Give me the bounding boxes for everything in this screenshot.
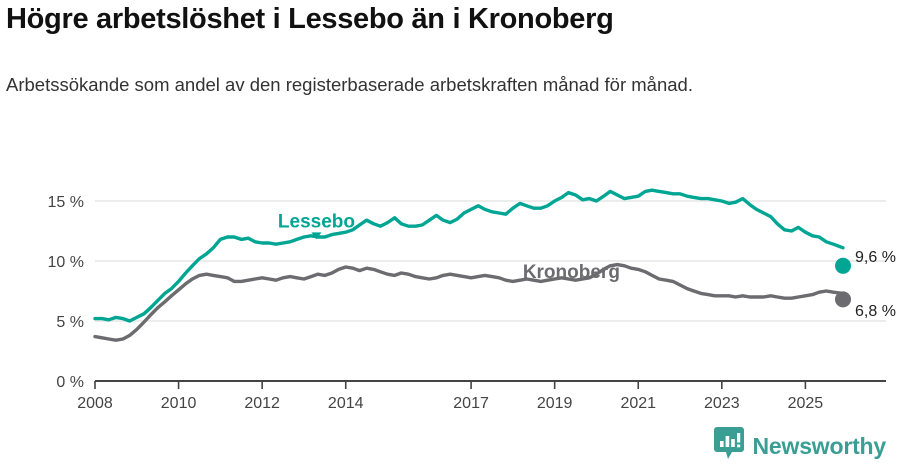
- x-axis-tick-label: 2008: [77, 395, 113, 412]
- kronoberg-label: Kronoberg: [523, 262, 620, 283]
- page-title: Högre arbetslöshet i Lessebo än i Kronob…: [6, 3, 614, 35]
- series-line-lessebo: [93, 188, 845, 323]
- lessebo-label: Lessebo: [278, 211, 355, 232]
- x-axis: [94, 381, 807, 389]
- series-lines: [93, 188, 845, 342]
- y-axis-tick-label: 5 %: [56, 314, 84, 331]
- x-axis-tick-label: 2017: [453, 395, 489, 412]
- x-axis-tick-label: 2019: [537, 395, 573, 412]
- x-axis-tick-label: 2021: [620, 395, 656, 412]
- x-axis-tick-label: 2025: [788, 395, 824, 412]
- gridlines: [95, 200, 886, 382]
- chart-canvas: 0 %5 %10 %15 % 2008 2010 2012 2014 2017 2019 2…: [48, 188, 896, 412]
- y-axis-tick-label: 10 %: [48, 254, 84, 271]
- y-axis-tick-label: 15 %: [48, 194, 84, 211]
- page-subtitle: Arbetssökande som andel av den registerb…: [6, 74, 693, 95]
- bar-chart-speech-bubble-icon: [713, 427, 744, 466]
- lessebo-label-pointer-icon: [311, 232, 322, 240]
- series-end-dot-kronoberg: [835, 291, 851, 308]
- series-end-markers: [835, 257, 851, 308]
- chart-annotations: Lessebo Kronoberg 9,6 % 6,8 %: [278, 211, 896, 320]
- x-axis-tick-labels: 2008 2010 2012 2014 2017 2019 2021 2023 2025: [77, 395, 823, 412]
- brand-name: Newsworthy: [752, 433, 887, 459]
- x-axis-tick-label: 2023: [704, 395, 740, 412]
- kronoberg-end-value: 6,8 %: [855, 303, 896, 320]
- series-end-dot-lessebo: [835, 257, 851, 274]
- series-line-kronoberg: [93, 262, 845, 342]
- brand-footer: Newsworthy: [713, 427, 887, 466]
- x-axis-tick-label: 2012: [244, 395, 280, 412]
- line-chart: 0 % 5 % 10 % 15 % 2008 2010 2012 2014 2017 2019 2…: [0, 150, 900, 420]
- lessebo-end-value: 9,6 %: [855, 249, 896, 266]
- y-axis-tick-labels: 0 % 5 % 10 % 15 %: [48, 194, 84, 391]
- x-axis-tick-label: 2010: [161, 395, 197, 412]
- y-axis-tick-label: 0 %: [56, 374, 84, 391]
- x-axis-tick-label: 2014: [328, 395, 364, 412]
